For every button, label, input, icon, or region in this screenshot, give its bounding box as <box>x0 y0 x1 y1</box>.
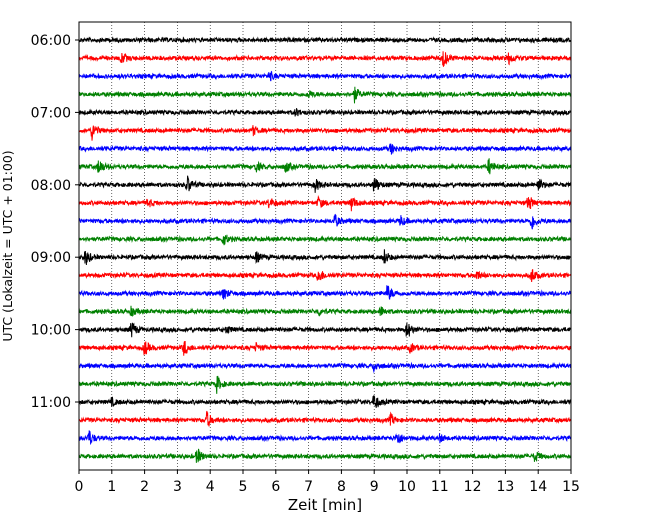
x-axis-label: Zeit [min] <box>288 496 362 514</box>
seismic-trace <box>78 361 572 374</box>
y-axis-ticks: 06:00 07:00 08:00 09:00 10:00 11:00 <box>31 33 79 411</box>
seismic-trace <box>78 375 572 394</box>
seismic-trace <box>78 86 572 104</box>
seismic-trace <box>78 322 572 338</box>
x-tick-label: 9 <box>370 479 379 495</box>
seismic-traces <box>78 36 572 463</box>
seismic-trace <box>78 51 572 67</box>
seismic-trace <box>78 108 572 117</box>
x-tick-label: 6 <box>271 479 280 495</box>
seismic-trace <box>78 234 572 246</box>
y-tick-label: 10:00 <box>31 323 71 339</box>
seismic-trace <box>78 125 572 141</box>
x-tick-label: 8 <box>337 479 346 495</box>
seismic-trace <box>78 143 572 155</box>
x-tick-label: 13 <box>496 479 514 495</box>
seismic-trace <box>78 448 572 463</box>
seismic-trace <box>78 410 572 427</box>
seismic-trace <box>78 195 572 212</box>
seismic-trace <box>78 340 572 356</box>
y-tick-label: 09:00 <box>31 250 71 266</box>
x-tick-label: 1 <box>107 479 116 495</box>
seismic-trace <box>78 175 572 193</box>
seismic-trace <box>78 269 572 283</box>
seismic-trace <box>78 305 572 318</box>
x-axis-ticks: 0 1 2 3 4 5 6 7 8 9 10 11 12 13 14 15 <box>75 470 580 495</box>
y-axis-label: UTC (Lokalzeit = UTC + 01:00) <box>0 150 15 341</box>
x-tick-label: 0 <box>75 479 84 495</box>
y-tick-label: 11:00 <box>31 395 71 411</box>
seismic-trace <box>78 395 572 408</box>
x-tick-label: 10 <box>398 479 416 495</box>
y-tick-label: 06:00 <box>31 33 71 49</box>
x-tick-label: 15 <box>562 479 580 495</box>
seismic-trace <box>78 158 572 175</box>
plot-frame <box>78 21 572 471</box>
seismic-trace <box>78 430 572 446</box>
x-tick-label: 3 <box>173 479 182 495</box>
x-tick-label: 11 <box>431 479 449 495</box>
y-tick-label: 07:00 <box>31 105 71 121</box>
seismic-trace <box>78 213 572 230</box>
x-tick-label: 2 <box>140 479 149 495</box>
y-tick-label: 08:00 <box>31 178 71 194</box>
x-tick-label: 5 <box>239 479 248 495</box>
x-tick-label: 4 <box>206 479 215 495</box>
seismic-trace <box>78 285 572 300</box>
x-tick-label: 12 <box>464 479 482 495</box>
x-tick-label: 14 <box>529 479 547 495</box>
x-tick-label: 7 <box>304 479 313 495</box>
seismic-trace <box>78 249 572 266</box>
seismic-trace <box>78 36 572 44</box>
seismic-trace <box>78 70 572 82</box>
